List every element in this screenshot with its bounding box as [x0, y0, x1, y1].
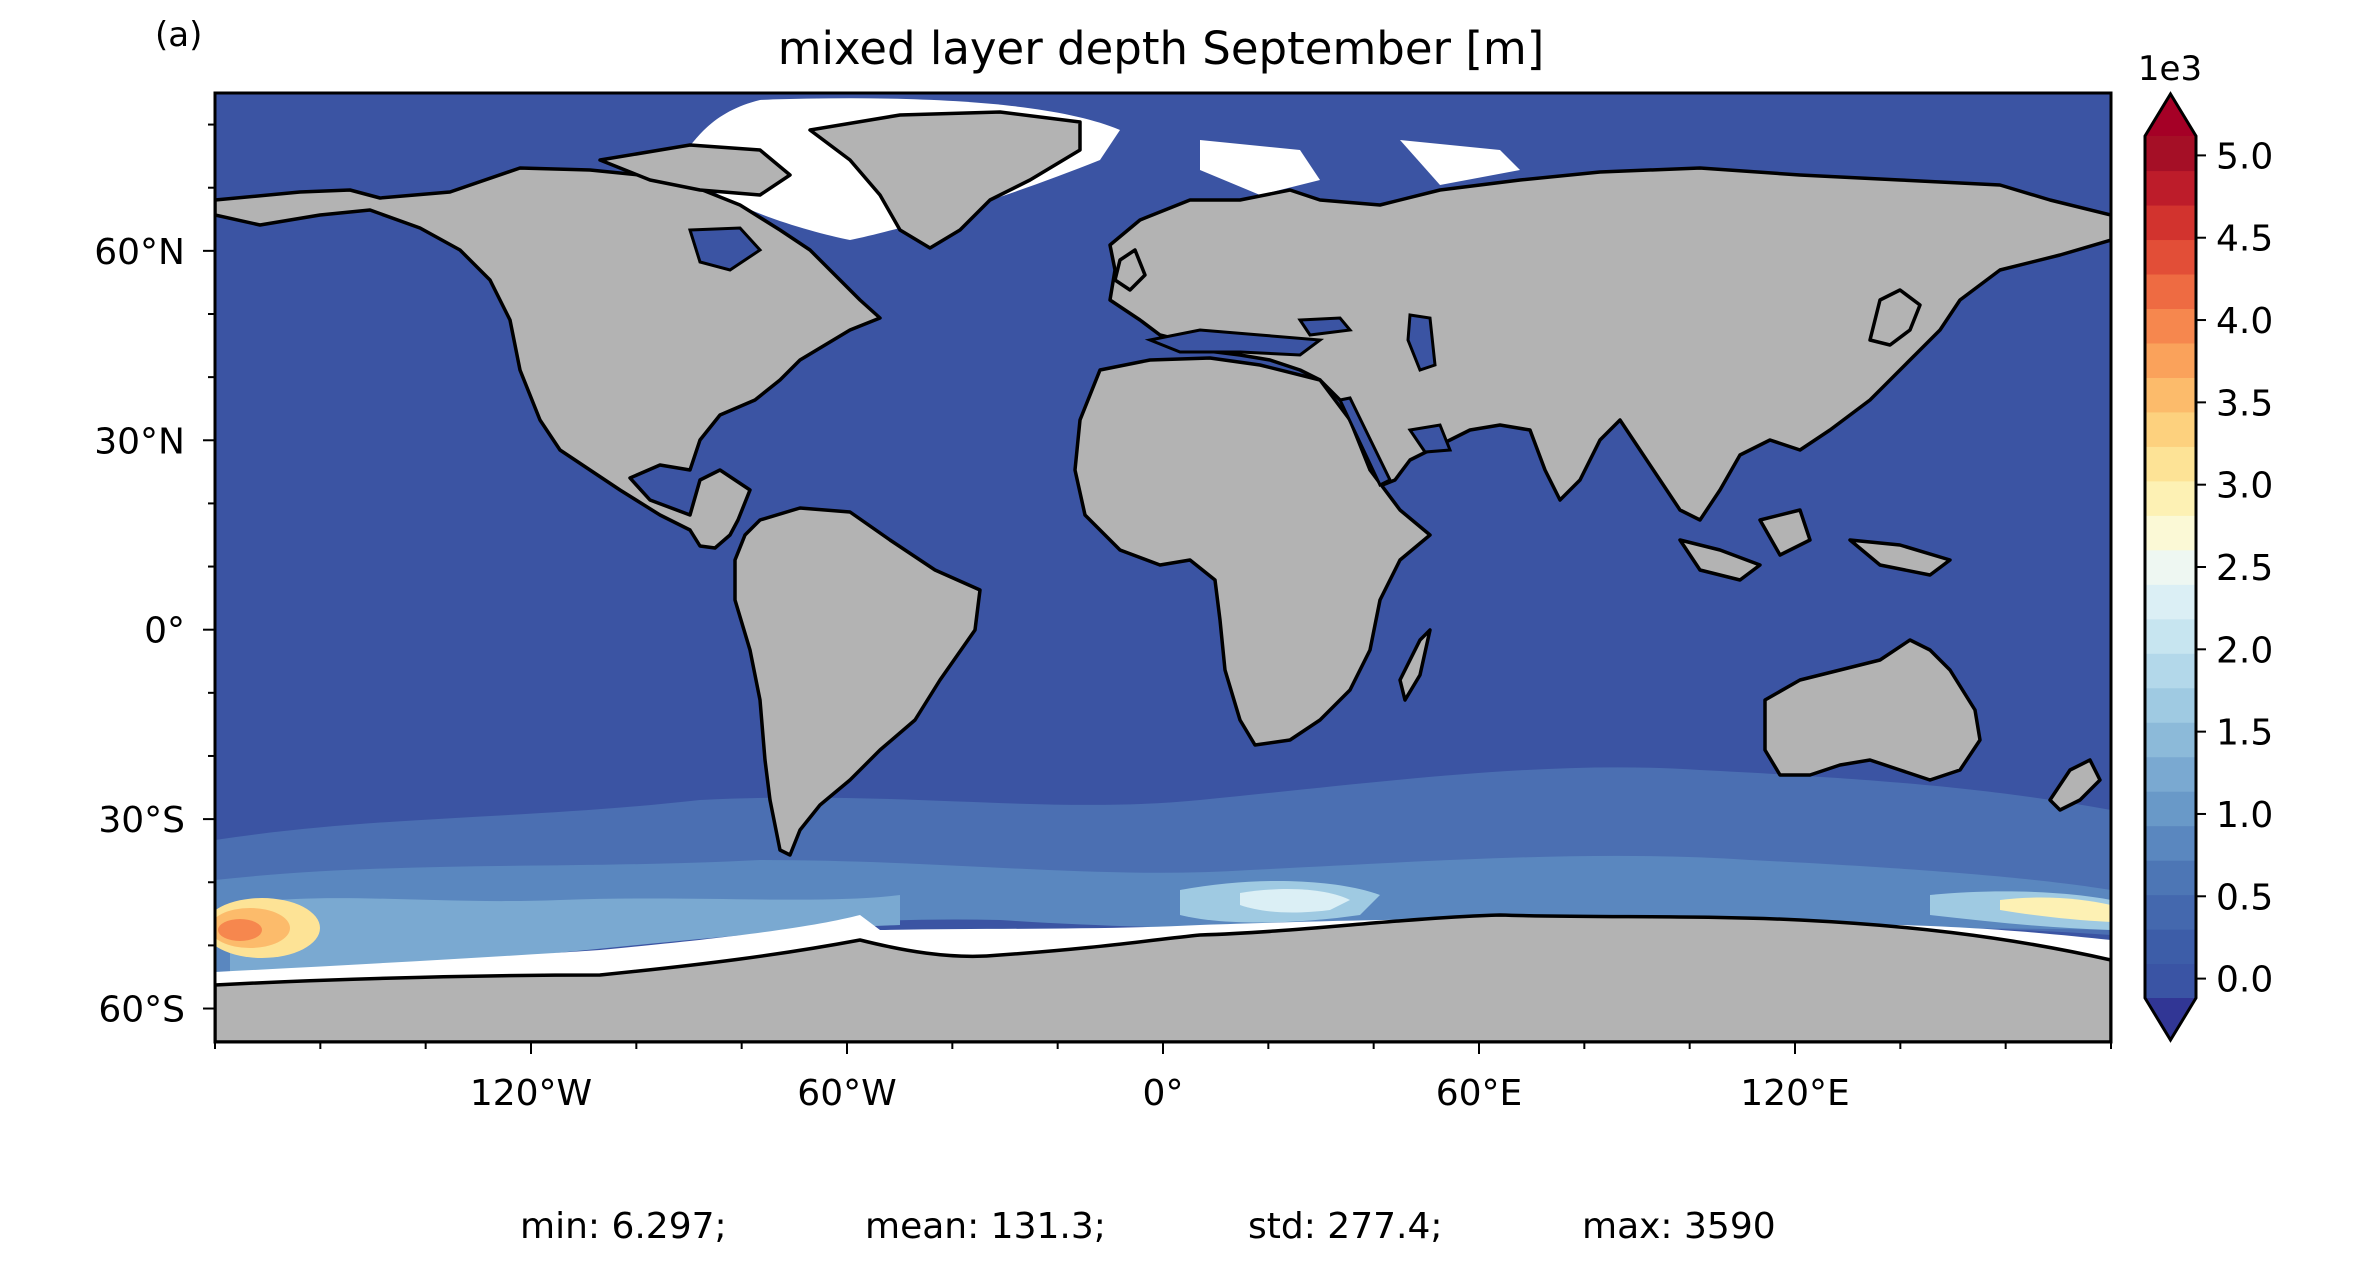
colorbar-band: [2145, 204, 2196, 241]
mediterranean-water: [1144, 328, 1325, 357]
colorbar-ticks: 0.0 0.5 1.0 1.5 2.0 2.5 3.0 3.5 4.0 4.5 5.0: [2196, 136, 2273, 1001]
colorbar-tick-label: 3.5: [2216, 383, 2273, 424]
colorbar-band: [2145, 653, 2196, 689]
colorbar-band: [2145, 929, 2196, 965]
caspian-sea-water: [1406, 313, 1437, 372]
red-sea-water: [1337, 396, 1392, 488]
colorbar-band: [2145, 894, 2196, 930]
colorbar-band: [2145, 860, 2196, 896]
colorbar-tick-label: 3.0: [2216, 466, 2273, 507]
new-zealand-land: [2048, 758, 2102, 812]
colorbar-tick-label: 4.0: [2216, 301, 2273, 342]
colorbar-tick-label: 5.0: [2216, 136, 2273, 177]
map-title: mixed layer depth September [m]: [778, 22, 1545, 75]
colorbar-tick-label: 2.5: [2216, 548, 2273, 589]
colorbar-band: [2145, 722, 2196, 758]
colorbar-band: [2145, 239, 2196, 275]
colorbar-band: [2145, 515, 2196, 551]
colorbar-tick-label: 1.5: [2216, 713, 2273, 754]
colorbar-tick-label: 2.0: [2216, 630, 2273, 671]
australia-land: [1763, 638, 1982, 782]
colorbar-band: [2145, 825, 2196, 861]
colorbar-band: [2145, 584, 2196, 620]
lon-tick-label: 60°E: [1436, 1073, 1523, 1114]
lat-tick-label: 60°S: [98, 990, 185, 1031]
africa-land: [1073, 356, 1432, 747]
colorbar-band: [2145, 136, 2196, 172]
madagascar-land: [1398, 628, 1432, 702]
colorbar-band: [2145, 273, 2196, 309]
colorbar-band: [2145, 687, 2196, 723]
colorbar-bands: [2145, 136, 2196, 999]
south-america-land: [733, 506, 982, 857]
stat-max: max: 3590: [1582, 1206, 1776, 1247]
colorbar-band: [2145, 480, 2196, 516]
indonesia-land: [1678, 508, 1952, 582]
colorbar-band: [2145, 170, 2196, 206]
lat-tick-label: 0°: [144, 611, 185, 652]
greenland-land: [808, 110, 1082, 250]
colorbar-over-arrow: [2145, 94, 2196, 136]
longitude-axis: 120°W 60°W 0° 60°E 120°E: [214, 1042, 2112, 1114]
colorbar: 1e3 0.0 0.5 1.0 1.5 2.0 2.5 3.0 3.5 4.0 4.5 5.0: [2138, 49, 2273, 1043]
stat-min: min: 6.297;: [520, 1206, 727, 1247]
colorbar-band: [2145, 342, 2196, 378]
colorbar-tick-label: 0.5: [2216, 877, 2273, 918]
colorbar-band: [2145, 756, 2196, 792]
colorbar-band: [2145, 963, 2196, 999]
southern-ocean-mld-field: [215, 767, 2111, 985]
colorbar-band: [2145, 549, 2196, 585]
uk-land: [1113, 248, 1147, 292]
inland-waters: [687, 226, 1453, 488]
colorbar-band: [2145, 308, 2196, 344]
colorbar-tick-label: 4.5: [2216, 219, 2273, 260]
colorbar-multiplier: 1e3: [2138, 49, 2202, 89]
lon-tick-label: 0°: [1143, 1073, 1184, 1114]
lat-tick-label: 30°S: [98, 800, 185, 841]
colorbar-outline: [2143, 91, 2198, 1043]
colorbar-band: [2145, 411, 2196, 447]
map-panel: 120°W 60°W 0° 60°E 120°E 60°N 30°N 0° 30°S 60°S: [94, 91, 2113, 1114]
lon-tick-label: 120°W: [470, 1073, 592, 1114]
colorbar-band: [2145, 377, 2196, 413]
persian-gulf-water: [1407, 423, 1453, 454]
colorbar-band: [2145, 618, 2196, 654]
japan-land: [1868, 288, 1922, 347]
lon-tick-label: 60°W: [797, 1073, 896, 1114]
panel-label: (a): [155, 15, 202, 55]
arctic-archipelago-land: [598, 143, 792, 197]
antarctica-land: [215, 913, 2111, 1042]
stat-std: std: 277.4;: [1248, 1206, 1442, 1247]
hudson-bay-water: [687, 226, 763, 272]
stat-mean: mean: 131.3;: [865, 1206, 1106, 1247]
statistics-line: min: 6.297; mean: 131.3; std: 277.4; max…: [520, 1206, 1776, 1247]
latitude-axis: 60°N 30°N 0° 30°S 60°S: [94, 123, 215, 1031]
colorbar-band: [2145, 791, 2196, 827]
lon-tick-label: 120°E: [1740, 1073, 1849, 1114]
colorbar-tick-label: 0.0: [2216, 960, 2273, 1001]
black-sea-water: [1297, 316, 1353, 337]
lat-tick-label: 30°N: [94, 421, 185, 462]
colorbar-band: [2145, 446, 2196, 482]
colorbar-under-arrow: [2145, 998, 2196, 1040]
lat-tick-label: 60°N: [94, 232, 185, 273]
colorbar-tick-label: 1.0: [2216, 795, 2273, 836]
